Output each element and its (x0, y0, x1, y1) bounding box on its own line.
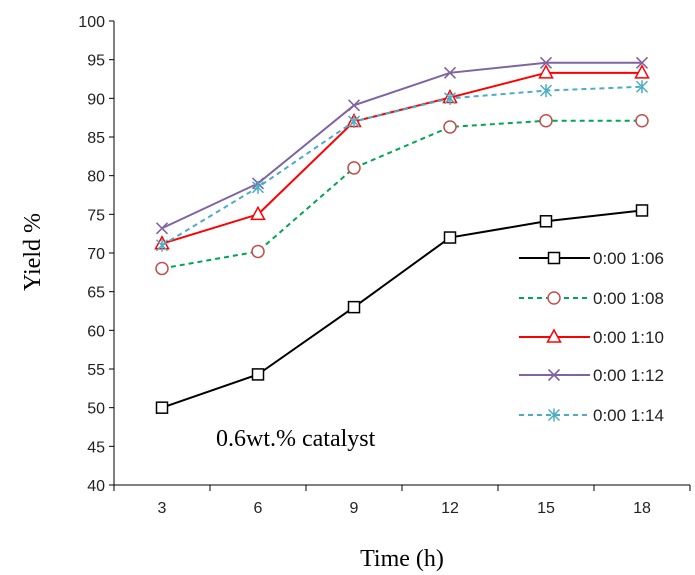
series-2 (155, 114, 649, 276)
data-point (347, 115, 361, 129)
data-point (251, 180, 265, 194)
data-point (347, 99, 361, 112)
legend-item: 0:00 1:14 (519, 406, 664, 425)
series-line (161, 209, 643, 409)
legend-marker (547, 408, 561, 422)
series-1 (155, 204, 649, 414)
legend-marker (547, 251, 561, 265)
data-point (155, 261, 169, 276)
series-line (161, 119, 642, 270)
data-point (250, 205, 266, 221)
data-point (538, 64, 554, 79)
legend: 0:00 1:06 0:00 1:08 0:00 1:10 0:00 1:12 0:00… (519, 249, 664, 425)
series-4 (155, 56, 649, 235)
series-5 (155, 80, 649, 252)
legend-item: 0:00 1:10 (519, 328, 664, 347)
x-tick-label: 15 (537, 500, 555, 517)
data-point (251, 244, 265, 259)
legend-label: 0:00 1:06 (593, 249, 664, 268)
data-point (635, 56, 649, 69)
data-point (539, 114, 553, 128)
axes: 40 45 50 55 60 65 70 75 80 85 90 95 100 3 6 9 12 15 18 (78, 14, 691, 517)
legend-item: 0:00 1:08 (519, 289, 664, 308)
data-point (443, 91, 457, 105)
legend-label: 0:00 1:08 (593, 289, 664, 308)
y-tick-label: 40 (87, 478, 105, 495)
y-tick-label: 55 (87, 362, 105, 379)
data-point (155, 401, 169, 414)
legend-label: 0:00 1:10 (593, 328, 664, 347)
series-line (161, 61, 642, 230)
legend-label: 0:00 1:12 (593, 366, 664, 385)
series-line (161, 71, 642, 245)
data-point (155, 238, 169, 252)
x-tick-label: 18 (633, 500, 651, 517)
data-point (347, 300, 361, 314)
data-point (443, 231, 457, 244)
data-point (539, 56, 553, 69)
y-tick-label: 75 (87, 207, 105, 224)
series-line (161, 85, 643, 247)
y-tick-label: 90 (87, 91, 105, 108)
data-point (155, 222, 169, 235)
series-layer (154, 56, 650, 414)
x-tick-label: 12 (441, 500, 459, 517)
legend-item: 0:00 1:06 (519, 249, 664, 268)
data-point (251, 368, 265, 381)
y-tick-label: 70 (87, 246, 105, 263)
data-point (635, 204, 649, 217)
legend-label: 0:00 1:14 (593, 406, 664, 425)
y-tick-label: 80 (87, 169, 105, 186)
x-tick-label: 6 (254, 500, 263, 517)
chart-annotation: 0.6wt.% catalyst (216, 426, 376, 452)
series-3 (154, 64, 650, 250)
y-tick-label: 65 (87, 285, 105, 302)
data-point (635, 114, 649, 128)
data-point (635, 80, 649, 94)
legend-marker (547, 368, 561, 382)
y-tick-label: 45 (87, 439, 105, 456)
y-axis-title: Yield % (20, 213, 46, 291)
x-axis-title: Time (h) (360, 546, 444, 572)
x-tick-label: 9 (350, 500, 359, 517)
x-tick-label: 3 (158, 500, 167, 517)
data-point (539, 215, 553, 228)
data-point (539, 84, 553, 98)
y-tick-label: 50 (87, 401, 105, 418)
y-tick-label: 95 (87, 53, 105, 70)
legend-marker (546, 328, 562, 343)
data-point (443, 120, 457, 134)
data-point (443, 66, 457, 79)
data-point (634, 64, 650, 79)
data-point (347, 161, 361, 175)
y-tick-label: 85 (87, 130, 105, 147)
y-tick-label: 60 (87, 323, 105, 340)
y-tick-label: 100 (78, 14, 105, 31)
legend-marker (547, 291, 561, 305)
legend-item: 0:00 1:12 (519, 366, 664, 385)
